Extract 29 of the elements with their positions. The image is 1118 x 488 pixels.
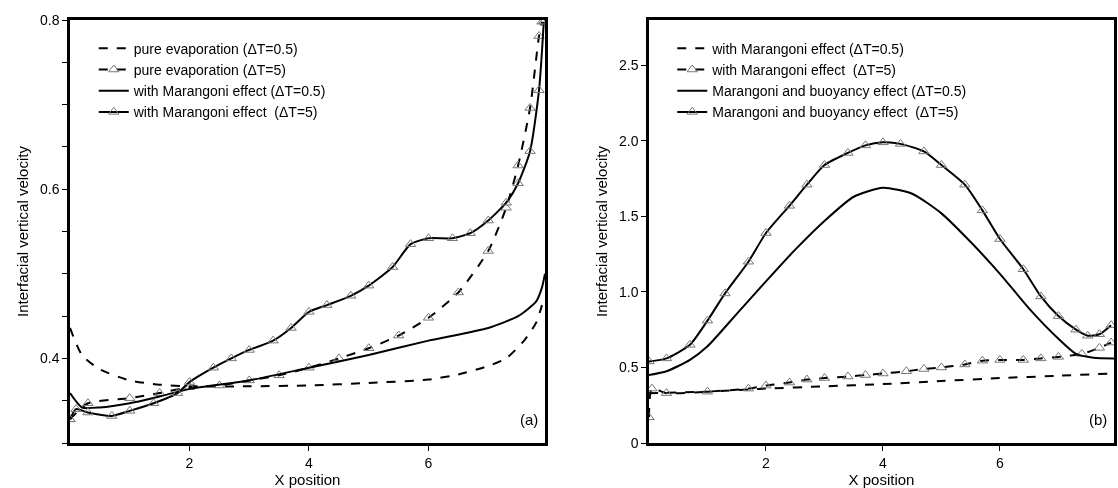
x-tick-label: 4 (879, 454, 888, 471)
x-tick-label: 6 (424, 454, 433, 471)
x-tick-label: 4 (305, 454, 314, 471)
y-tick-label: 0 (630, 434, 639, 451)
legend-label: with Marangoni effect (ΔT=5) (711, 61, 897, 78)
y-axis-title: Interfacial vertical velocity (14, 145, 32, 317)
legend-label: pure evaporation (ΔT=0.5) (133, 40, 298, 57)
x-axis-title: X position (274, 471, 341, 488)
y-tick-label: 2.0 (618, 132, 639, 149)
legend-label: with Marangoni effect (ΔT=0.5) (711, 40, 904, 57)
y-axis-title: Interfacial vertical velocity (593, 145, 611, 317)
legend-label: with Marangoni effect (ΔT=5) (132, 104, 318, 121)
legend-label: Marangoni and buoyancy effect (ΔT=0.5) (712, 83, 967, 100)
y-tick-label: 0.6 (39, 181, 60, 198)
y-tick-label: 1.0 (618, 283, 639, 300)
y-tick-label: 1.5 (618, 208, 639, 225)
x-tick-label: 2 (185, 454, 194, 471)
y-tick-label: 0.5 (618, 359, 639, 376)
x-tick-label: 2 (762, 454, 771, 471)
x-axis-title: X position (848, 471, 915, 488)
legend-label: pure evaporation (ΔT=5) (133, 61, 286, 78)
y-tick-label: 0.8 (39, 11, 60, 28)
y-tick-label: 2.5 (618, 57, 639, 74)
annotation: (b) (1089, 411, 1108, 428)
x-tick-label: 6 (996, 454, 1005, 471)
annotation: (a) (520, 411, 539, 428)
legend-label: Marangoni and buoyancy effect (ΔT=5) (712, 104, 959, 121)
y-tick-label: 0.4 (39, 350, 60, 367)
legend-label: with Marangoni effect (ΔT=0.5) (132, 83, 326, 100)
